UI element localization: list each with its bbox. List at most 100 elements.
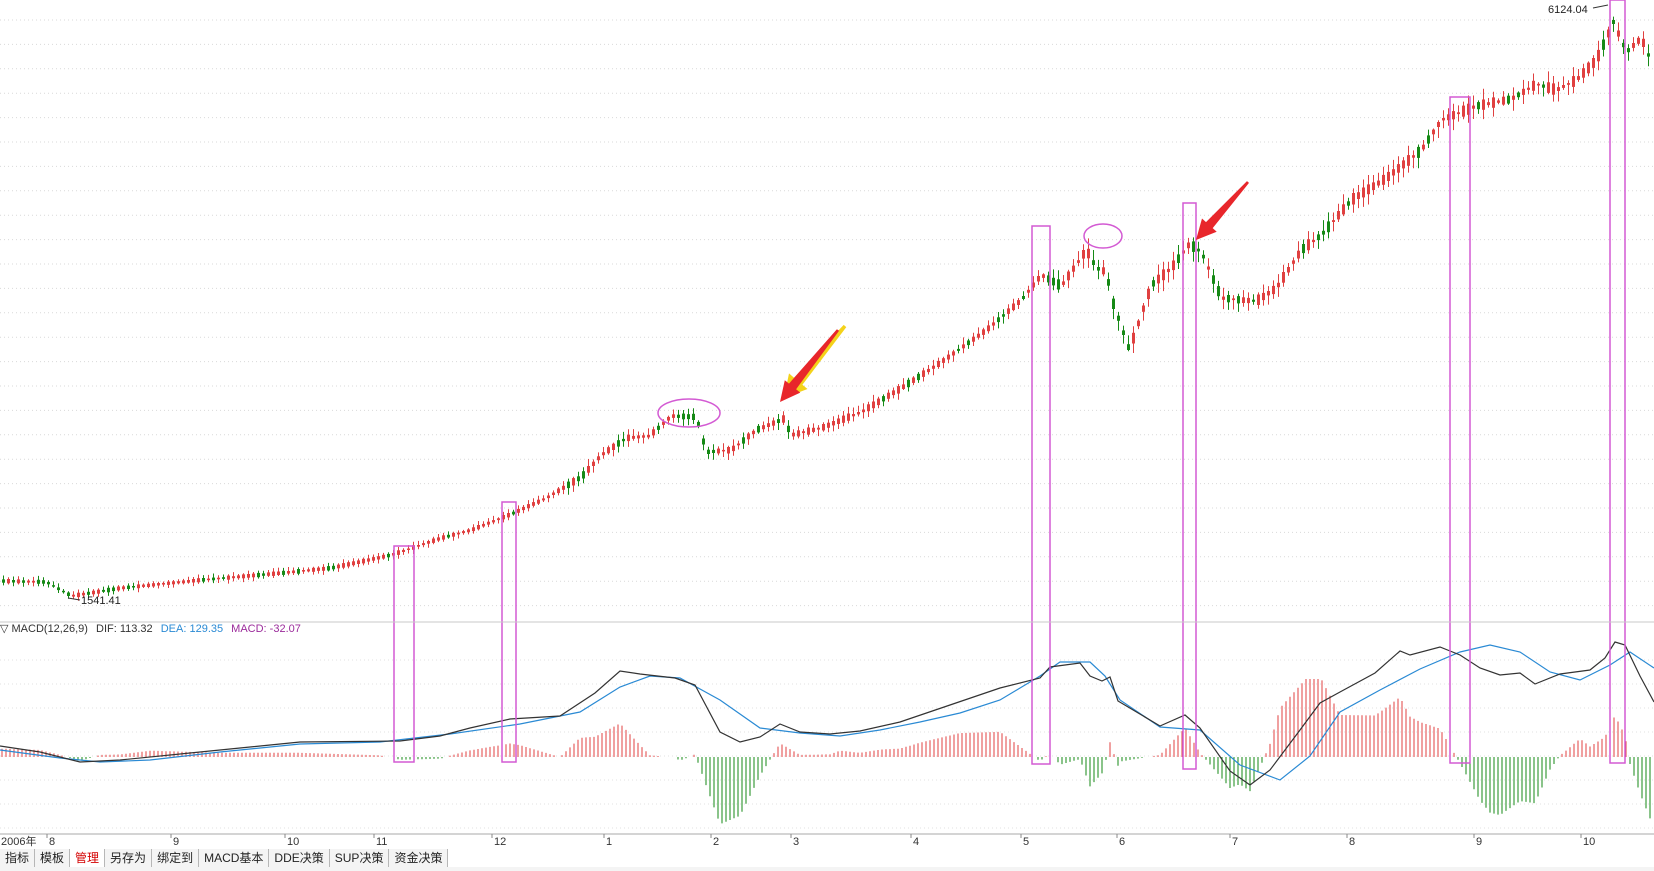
candle-body <box>1292 260 1295 264</box>
candle-body <box>942 358 945 363</box>
candle-body <box>1437 122 1440 127</box>
candle-body <box>42 580 45 584</box>
candle-body <box>972 336 975 342</box>
candle-body <box>1337 211 1340 220</box>
candle-body <box>932 365 935 369</box>
candle-body <box>1237 296 1240 304</box>
candle-body <box>1277 282 1280 288</box>
candle-body <box>1462 105 1465 117</box>
candle-body <box>1527 87 1530 90</box>
toolbar-tab[interactable]: DDE决策 <box>269 849 330 867</box>
candle-body <box>1512 95 1515 100</box>
candle-body <box>202 578 205 582</box>
candle-body <box>1487 102 1490 106</box>
candle-body <box>967 340 970 346</box>
candle-body <box>27 580 30 583</box>
candle-body <box>1552 83 1555 95</box>
candle-body <box>1492 97 1495 108</box>
candle-body <box>1247 297 1250 304</box>
candle-body <box>862 409 865 413</box>
candle-body <box>882 396 885 402</box>
candle-body <box>517 508 520 513</box>
candle-body <box>957 348 960 351</box>
candle-body <box>447 534 450 538</box>
candle-body <box>157 583 160 586</box>
macd-indicator-name: ▽ MACD(12,26,9) <box>0 623 88 635</box>
candle-body <box>442 535 445 540</box>
toolbar-tab[interactable]: MACD基本 <box>199 849 270 867</box>
candle-body <box>717 448 720 454</box>
candle-body <box>542 498 545 501</box>
candle-body <box>992 322 995 326</box>
candle-body <box>1562 85 1565 88</box>
candle-body <box>1172 260 1175 271</box>
high-price-label: 6124.04 <box>1548 4 1588 16</box>
candle-body <box>1637 37 1640 44</box>
candle-body <box>1367 184 1370 195</box>
candle-body <box>1092 260 1095 265</box>
candle-body <box>962 344 965 349</box>
candle-body <box>947 354 950 360</box>
candle-body <box>262 573 265 576</box>
candle-body <box>937 360 940 367</box>
toolbar-tab[interactable]: 模板 <box>35 849 71 867</box>
toolbar-tab[interactable]: 资金决策 <box>389 849 449 867</box>
candle-body <box>1537 83 1540 86</box>
candle-body <box>622 438 625 442</box>
candle-body <box>1597 49 1600 62</box>
candle-body <box>797 430 800 437</box>
candle-body <box>147 583 150 587</box>
candle-body <box>352 561 355 566</box>
candle-body <box>1407 155 1410 166</box>
candle-body <box>1017 300 1020 305</box>
month-label: 9 <box>173 836 179 848</box>
candle-body <box>347 562 350 567</box>
toolbar-tab[interactable]: SUP决策 <box>329 849 390 867</box>
candle-body <box>977 333 980 338</box>
candle-body <box>587 466 590 473</box>
candle-body <box>822 424 825 431</box>
candle-body <box>637 435 640 439</box>
candle-body <box>7 579 10 584</box>
toolbar-tab[interactable]: 指标 <box>0 849 36 867</box>
candle-body <box>22 580 25 583</box>
candle-body <box>1392 169 1395 176</box>
candle-body <box>1347 201 1350 206</box>
candle-body <box>482 523 485 527</box>
candle-body <box>1157 274 1160 284</box>
candle-body <box>497 518 500 521</box>
toolbar-tab[interactable]: 绑定到 <box>152 849 200 867</box>
candle-body <box>1592 58 1595 68</box>
red-arrow-icon <box>780 329 840 402</box>
candle-body <box>1387 171 1390 181</box>
candle-body <box>1547 82 1550 93</box>
candle-body <box>917 373 920 381</box>
toolbar-tab[interactable]: 另存为 <box>105 849 153 867</box>
candle-body <box>1382 174 1385 185</box>
candle-body <box>1102 267 1105 275</box>
candle-body <box>362 558 365 564</box>
candle-body <box>1357 192 1360 199</box>
candle-body <box>1432 129 1435 135</box>
chart-canvas[interactable]: 6124.04 1541.41 ▽ MACD(12,26,9) DIF: 113… <box>0 0 1654 849</box>
candle-body <box>872 401 875 409</box>
candle-body <box>1187 242 1190 249</box>
highlight-ellipse <box>657 398 721 428</box>
candle-body <box>507 513 510 518</box>
candle-body <box>67 592 70 596</box>
candle-body <box>372 557 375 561</box>
high-pointer <box>1592 4 1609 9</box>
candle-body <box>87 591 90 595</box>
candle-body <box>37 579 40 584</box>
candle-body <box>422 543 425 546</box>
candle-body <box>672 414 675 418</box>
toolbar-tab[interactable]: 管理 <box>70 849 106 867</box>
candle-body <box>1072 265 1075 272</box>
highlight-box <box>1182 202 1197 770</box>
candle-body <box>1362 187 1365 198</box>
candle-body <box>502 515 505 520</box>
candle-body <box>1442 118 1445 121</box>
candle-body <box>772 420 775 426</box>
candlestick-series[interactable] <box>2 4 1650 601</box>
